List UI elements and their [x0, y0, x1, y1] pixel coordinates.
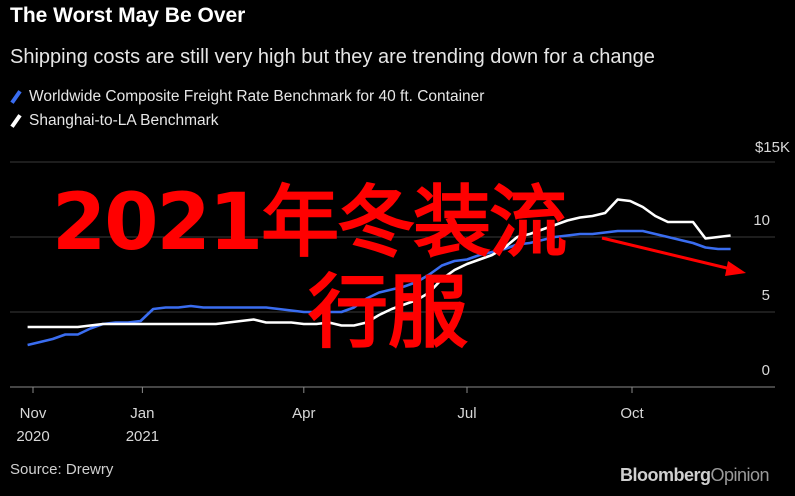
x-tick-label: Nov — [20, 405, 47, 422]
series-line-worldwide — [27, 229, 731, 347]
overlay-arrow-line — [601, 236, 736, 272]
series-line-shanghai — [27, 198, 731, 329]
y-tick-label: 10 — [753, 212, 770, 229]
overlay-arrow-head — [725, 261, 746, 276]
x-tick-label: Jan — [130, 405, 154, 422]
y-tick-label: $15K — [755, 139, 790, 156]
bloomberg-opinion-logo: BloombergOpinion — [620, 465, 770, 486]
brand-main: Bloomberg — [620, 465, 711, 485]
source-note: Source: Drewry — [10, 461, 114, 478]
legend-item-shanghai: Shanghai-to-LA Benchmark — [10, 110, 219, 132]
y-tick-label: 0 — [762, 362, 770, 379]
x-tick-year-label: 2020 — [16, 428, 49, 445]
legend-item-worldwide: Worldwide Composite Freight Rate Benchma… — [10, 86, 484, 108]
brand-light: Opinion — [710, 465, 770, 485]
chart-subtitle: Shipping costs are still very high but t… — [10, 46, 655, 68]
overlay-text-line1: 2021年冬装流 — [52, 178, 567, 268]
x-tick-year-label: 2021 — [126, 428, 159, 445]
overlay-text-line2: 行服 — [308, 266, 468, 359]
x-tick-label: Oct — [620, 405, 644, 422]
x-tick-label: Apr — [292, 405, 315, 422]
legend-label-worldwide: Worldwide Composite Freight Rate Benchma… — [29, 88, 485, 105]
y-tick-label: 5 — [762, 287, 770, 304]
chart-title: The Worst May Be Over — [10, 4, 246, 27]
x-tick-label: Jul — [457, 405, 476, 422]
legend-label-shanghai: Shanghai-to-LA Benchmark — [29, 112, 219, 129]
